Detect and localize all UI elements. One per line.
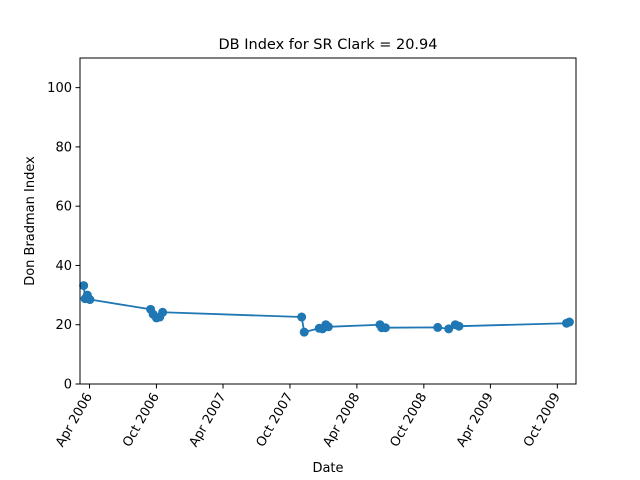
- x-tick-label: Apr 2008: [321, 391, 364, 450]
- chart-title: DB Index for SR Clark = 20.94: [219, 37, 438, 53]
- data-point: [433, 322, 443, 332]
- x-tick-label: Apr 2006: [53, 391, 96, 450]
- x-tick-label: Apr 2009: [454, 391, 497, 450]
- x-tick-label: Oct 2007: [254, 391, 297, 450]
- axes-frame: [79, 57, 577, 385]
- y-axis: 0 20 40 60 80 100: [47, 81, 80, 393]
- data-point: [297, 312, 307, 322]
- y-tick-label: 40: [55, 259, 72, 274]
- x-tick-label: Oct 2006: [120, 391, 163, 450]
- y-tick-label: 20: [55, 318, 72, 333]
- data-point: [454, 321, 464, 331]
- x-tick-label: Oct 2008: [387, 391, 430, 450]
- data-point: [444, 324, 454, 334]
- x-tick-label: Apr 2007: [187, 391, 230, 450]
- data-point: [299, 327, 309, 337]
- y-tick-label: 0: [64, 378, 72, 393]
- data-point: [85, 295, 95, 305]
- data-point: [564, 317, 574, 327]
- data-point: [323, 322, 333, 332]
- data-point: [158, 307, 168, 317]
- y-tick-label: 100: [47, 81, 72, 96]
- x-axis-label: Date: [312, 461, 343, 476]
- x-axis: Apr 2006 Oct 2006 Apr 2007 Oct 2007 Apr 2008…: [53, 384, 564, 450]
- data-point: [79, 281, 89, 291]
- y-axis-label: Don Bradman Index: [23, 156, 38, 286]
- plot-area: [79, 281, 574, 337]
- data-point: [380, 323, 390, 333]
- x-tick-label: Oct 2009: [521, 391, 564, 450]
- y-tick-label: 60: [55, 200, 72, 215]
- y-tick-label: 80: [55, 140, 72, 155]
